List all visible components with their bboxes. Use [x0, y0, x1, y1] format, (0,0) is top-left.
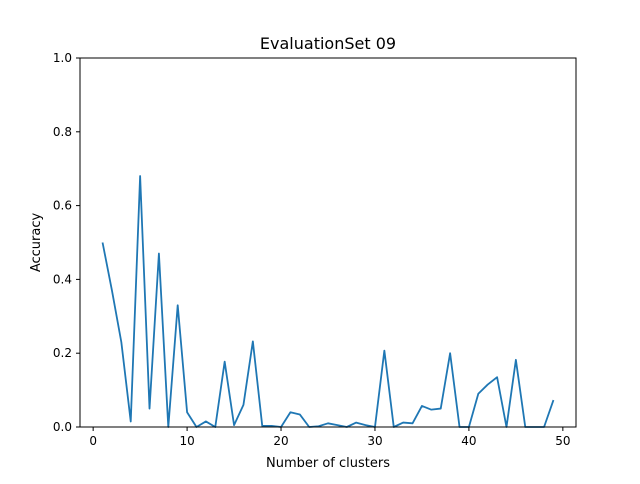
x-tick-label: 50 — [555, 434, 570, 448]
x-tick-label: 30 — [367, 434, 382, 448]
series-line-1 — [101, 175, 555, 428]
y-tick-label: 1.0 — [53, 51, 72, 65]
y-tick-label: 0.0 — [53, 420, 72, 434]
y-axis-label: Accuracy — [29, 213, 44, 273]
y-tick-label: 0.8 — [53, 125, 72, 139]
plot-area — [79, 57, 577, 428]
y-tick-label: 0.4 — [53, 272, 72, 286]
x-axis-label: Number of clusters — [266, 456, 390, 471]
x-tick-label: 10 — [179, 434, 194, 448]
y-axis-ticks: 0.0 0.2 0.4 0.6 0.8 1.0 — [53, 51, 80, 434]
x-tick-label: 20 — [273, 434, 288, 448]
axes-frame — [79, 57, 577, 428]
y-tick-label: 0.2 — [53, 346, 72, 360]
x-axis-ticks: 0 10 20 30 40 50 — [89, 427, 570, 448]
x-tick-label: 0 — [89, 434, 97, 448]
x-tick-label: 40 — [461, 434, 476, 448]
y-tick-label: 0.6 — [53, 199, 72, 213]
chart-title: EvaluationSet 09 — [260, 34, 396, 53]
